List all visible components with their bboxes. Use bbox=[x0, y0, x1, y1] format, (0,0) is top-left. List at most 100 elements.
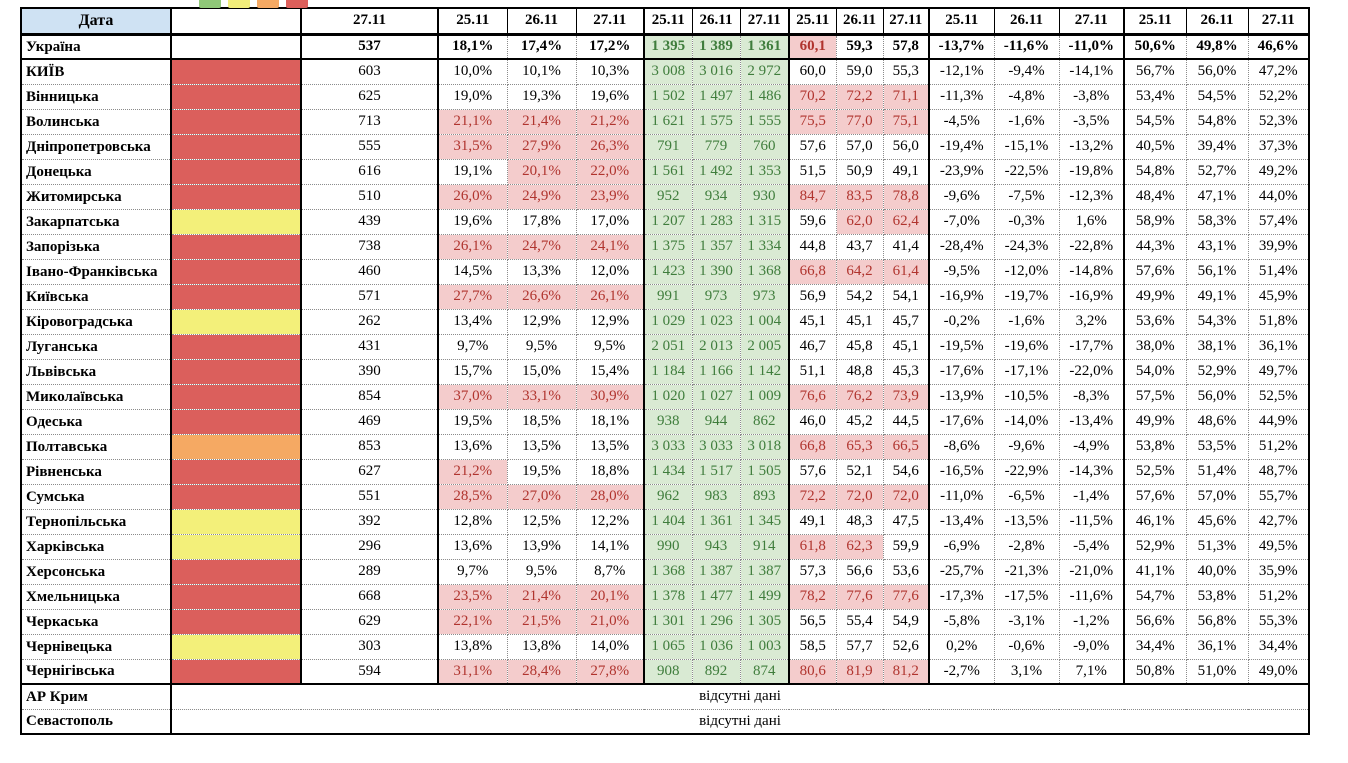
rate-cell: 73,9 bbox=[883, 384, 930, 410]
percent-cell: 22,0% bbox=[576, 159, 645, 185]
count-cell: 943 bbox=[692, 534, 741, 560]
share-percent-cell: 52,5% bbox=[1248, 384, 1310, 410]
percent-cell: 33,1% bbox=[507, 384, 577, 410]
daily-value-cell: 555 bbox=[301, 134, 439, 160]
rate-cell: 70,2 bbox=[789, 84, 837, 110]
region-name-cell: Чернігівська bbox=[21, 659, 172, 685]
table-row: Луганська 431 9,7% 9,5% 9,5% 2 051 2 013 2 005 4… bbox=[21, 334, 1310, 360]
rate-cell: 51,1 bbox=[789, 359, 837, 385]
percent-cell: 13,9% bbox=[507, 534, 577, 560]
daily-value-cell: 627 bbox=[301, 459, 439, 485]
change-percent-cell: -3,8% bbox=[1059, 84, 1125, 110]
percent-cell: 26,0% bbox=[438, 184, 508, 210]
region-name-cell: Херсонська bbox=[21, 559, 172, 585]
rate-cell: 54,1 bbox=[883, 284, 930, 310]
rate-cell: 45,8 bbox=[836, 334, 884, 360]
share-percent-cell: 53,8% bbox=[1186, 584, 1249, 610]
count-cell: 1 020 bbox=[644, 384, 693, 410]
region-name-cell: Донецька bbox=[21, 159, 172, 185]
count-cell: 1 621 bbox=[644, 109, 693, 135]
share-percent-cell: 37,3% bbox=[1248, 134, 1310, 160]
change-percent-cell: -17,6% bbox=[929, 359, 995, 385]
change-percent-cell: -23,9% bbox=[929, 159, 995, 185]
count-cell: 1 502 bbox=[644, 84, 693, 110]
rate-cell: 45,2 bbox=[836, 409, 884, 435]
count-cell: 3 033 bbox=[644, 434, 693, 460]
table-row: АР Крим відсутні дані bbox=[21, 684, 1309, 710]
share-percent-cell: 54,7% bbox=[1124, 584, 1187, 610]
change-percent-cell: -9,6% bbox=[929, 184, 995, 210]
percent-cell: 13,6% bbox=[438, 534, 508, 560]
count-cell: 962 bbox=[644, 484, 693, 510]
share-percent-cell: 55,7% bbox=[1248, 484, 1310, 510]
change-percent-cell: -3,5% bbox=[1059, 109, 1125, 135]
share-percent-cell: 34,4% bbox=[1124, 634, 1187, 660]
count-cell: 938 bbox=[644, 409, 693, 435]
change-percent-cell: -13,5% bbox=[994, 509, 1060, 535]
share-percent-cell: 47,1% bbox=[1186, 184, 1249, 210]
count-cell: 1 296 bbox=[692, 609, 741, 635]
table-row: Харківська 296 13,6% 13,9% 14,1% 990 943 914 61,… bbox=[21, 534, 1310, 560]
rate-cell: 51,5 bbox=[789, 159, 837, 185]
table-row: Донецька 616 19,1% 20,1% 22,0% 1 561 1 492 1 35… bbox=[21, 159, 1310, 185]
region-name-cell: Тернопільська bbox=[21, 509, 172, 535]
count-cell: 2 005 bbox=[740, 334, 790, 360]
rate-cell: 77,0 bbox=[836, 109, 884, 135]
share-percent-cell: 49,9% bbox=[1124, 409, 1187, 435]
rate-cell: 57,6 bbox=[789, 459, 837, 485]
rate-cell: 53,6 bbox=[883, 559, 930, 585]
count-cell: 1 009 bbox=[740, 384, 790, 410]
percent-cell: 28,0% bbox=[576, 484, 645, 510]
daily-value-cell: 853 bbox=[301, 434, 439, 460]
count-cell: 1 353 bbox=[740, 159, 790, 185]
percent-cell: 27,9% bbox=[507, 134, 577, 160]
change-percent-cell: -25,7% bbox=[929, 559, 995, 585]
rate-cell: 45,1 bbox=[836, 309, 884, 335]
percent-cell: 15,4% bbox=[576, 359, 645, 385]
daily-value-cell: 594 bbox=[301, 659, 439, 685]
table-row: Кіровоградська 262 13,4% 12,9% 12,9% 1 029 1 0… bbox=[21, 309, 1310, 335]
status-color-cell bbox=[171, 59, 302, 85]
rate-cell: 75,5 bbox=[789, 109, 837, 135]
count-cell: 973 bbox=[692, 284, 741, 310]
region-name-cell: Закарпатська bbox=[21, 209, 172, 235]
table-row: Закарпатська 439 19,6% 17,8% 17,0% 1 207 1 283… bbox=[21, 209, 1310, 235]
share-percent-cell: 51,0% bbox=[1186, 659, 1249, 685]
table-row: Чернігівська 594 31,1% 28,4% 27,8% 908 892 874 8… bbox=[21, 659, 1310, 685]
share-percent-cell: 49,9% bbox=[1124, 284, 1187, 310]
rate-cell: 56,5 bbox=[789, 609, 837, 635]
rate-cell: 54,9 bbox=[883, 609, 930, 635]
count-cell: 1 378 bbox=[644, 584, 693, 610]
change-percent-cell: -22,0% bbox=[1059, 359, 1125, 385]
change-percent-cell: -17,1% bbox=[994, 359, 1060, 385]
count-cell: 1 497 bbox=[692, 84, 741, 110]
rate-cell: 57,3 bbox=[789, 559, 837, 585]
percent-cell: 13,5% bbox=[507, 434, 577, 460]
count-cell: 1 390 bbox=[692, 259, 741, 285]
table-row: Тернопільська 392 12,8% 12,5% 12,2% 1 404 1 36… bbox=[21, 509, 1310, 535]
rate-cell: 44,8 bbox=[789, 234, 837, 260]
change-percent-cell: -22,5% bbox=[994, 159, 1060, 185]
table-row: Запорізька 738 26,1% 24,7% 24,1% 1 375 1 357 1 … bbox=[21, 234, 1310, 260]
rate-cell: 72,2 bbox=[836, 84, 884, 110]
table-row: Івано-Франківська 460 14,5% 13,3% 12,0% 1 423… bbox=[21, 259, 1310, 285]
daily-value-cell: 551 bbox=[301, 484, 439, 510]
percent-cell: 15,7% bbox=[438, 359, 508, 385]
region-name-cell: Хмельницька bbox=[21, 584, 172, 610]
daily-value-cell: 854 bbox=[301, 384, 439, 410]
share-percent-cell: 56,0% bbox=[1186, 59, 1249, 85]
change-percent-cell: -11,0% bbox=[1059, 34, 1125, 60]
daily-value-cell: 303 bbox=[301, 634, 439, 660]
change-percent-cell: -4,5% bbox=[929, 109, 995, 135]
share-percent-cell: 40,5% bbox=[1124, 134, 1187, 160]
count-cell: 1 301 bbox=[644, 609, 693, 635]
regional-data-table: Дата 27.11 25.11 26.11 27.11 25.11 26.11 27.11 2… bbox=[20, 7, 1310, 735]
count-cell: 1 036 bbox=[692, 634, 741, 660]
table-row: КИЇВ 603 10,0% 10,1% 10,3% 3 008 3 016 2 972 60,… bbox=[21, 59, 1310, 85]
date-header-cell: 27.11 bbox=[883, 8, 930, 36]
date-header-cell: 26.11 bbox=[692, 8, 741, 36]
region-name-cell: Львівська bbox=[21, 359, 172, 385]
percent-cell: 17,0% bbox=[576, 209, 645, 235]
percent-cell: 26,1% bbox=[576, 284, 645, 310]
rate-cell: 57,8 bbox=[883, 34, 930, 60]
